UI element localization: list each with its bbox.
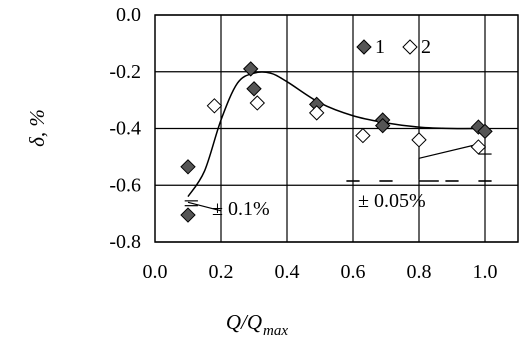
y-tick-label: -0.8 (109, 231, 141, 253)
annotation-tolerance-0-05: ± 0.05% (358, 190, 426, 212)
data-point-series-1 (246, 81, 262, 97)
x-axis-label-subscript: max (263, 323, 288, 339)
fit-curve (187, 71, 486, 198)
data-point-series-1 (180, 207, 196, 223)
data-point-series-1 (242, 61, 259, 77)
x-tick-label: 0.2 (209, 261, 234, 283)
data-point-series-2 (249, 95, 266, 111)
data-point-series-1 (374, 117, 391, 134)
tolerance-bands (184, 143, 492, 212)
x-axis-label: Q/Q (226, 310, 262, 334)
y-tick-label: 0.0 (116, 4, 141, 26)
data-point-series-2 (470, 139, 487, 155)
data-point-series-2 (411, 132, 427, 148)
y-tick-label: -0.6 (109, 174, 141, 196)
data-markers (180, 61, 493, 223)
tick-labels: 0.0-0.2-0.4-0.6-0.80.0 0.2 0.4 0.6 0.8 1.0 (109, 4, 497, 283)
legend: 1 2 (356, 36, 431, 58)
data-point-series-2 (355, 127, 371, 144)
data-point-series-1 (180, 159, 196, 175)
legend-label-series-2: 2 (421, 36, 431, 58)
annotation-leader (418, 143, 479, 159)
legend-marker-series-2 (402, 39, 418, 55)
legend-label-series-1: 1 (375, 36, 385, 58)
data-point-series-2 (308, 105, 325, 121)
data-point-series-1 (477, 123, 493, 140)
y-tick-label: -0.2 (109, 61, 141, 83)
x-tick-label: 0.6 (341, 261, 366, 283)
annotation-tolerance-0-1: ± 0.1% (212, 198, 270, 220)
legend-marker-series-1 (356, 39, 372, 55)
plot-area-frame (154, 14, 519, 243)
y-tick-label: -0.4 (109, 118, 141, 140)
x-tick-label: 0.0 (143, 261, 168, 283)
x-tick-label: 0.8 (407, 261, 432, 283)
y-axis-label: δ, % (25, 109, 49, 147)
x-tick-label: 0.4 (275, 261, 300, 283)
x-tick-label: 1.0 (473, 261, 498, 283)
annotation-leader (187, 201, 222, 212)
data-point-series-2 (206, 98, 223, 114)
